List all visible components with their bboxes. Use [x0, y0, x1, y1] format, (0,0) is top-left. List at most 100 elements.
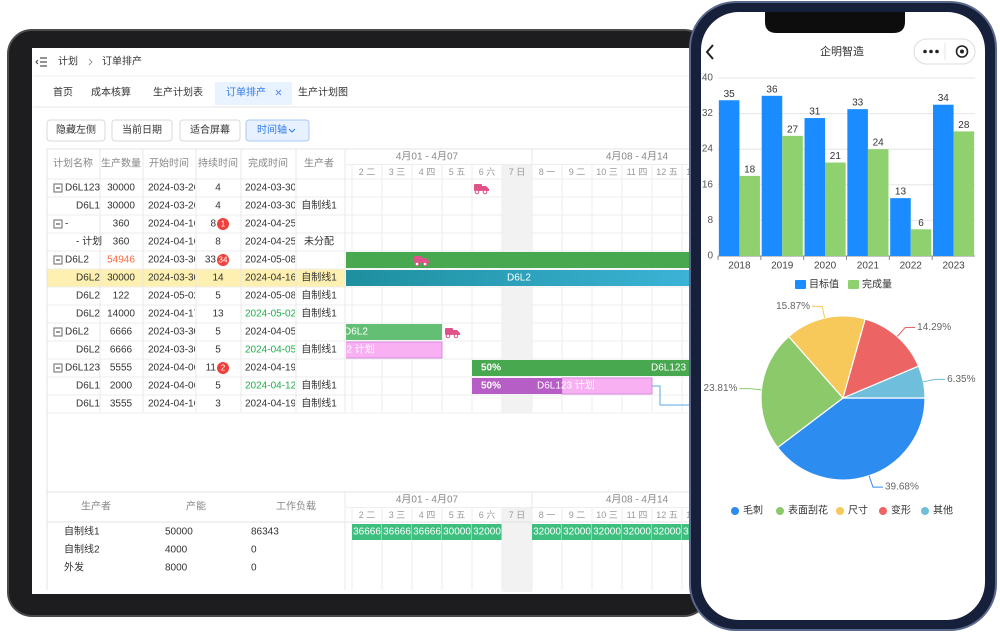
app-title: 企明智造	[820, 44, 864, 58]
y-tick-label: 16	[702, 179, 714, 190]
truck-icon	[482, 186, 489, 191]
truck-wheel	[422, 261, 428, 267]
day-label: 7 日	[509, 510, 526, 520]
day-label: 11 四	[627, 510, 648, 520]
truck-wheel	[445, 333, 451, 339]
toolbar-button[interactable]	[111, 119, 173, 142]
day-label: 6 六	[479, 166, 496, 177]
start-date: 2024-03-26	[148, 183, 200, 194]
badge	[217, 254, 229, 266]
x-tick-label: 2022	[900, 261, 923, 272]
duration: 8	[215, 237, 221, 248]
bar	[910, 229, 932, 256]
badge-count: 2	[221, 364, 226, 373]
column-header: 生产者	[304, 157, 334, 170]
duration: 4	[215, 201, 221, 212]
tab[interactable]: 生产计划表	[153, 86, 203, 99]
quantity: 6666	[110, 345, 133, 356]
duration: 4	[215, 183, 221, 194]
end-date: 2024-05-02	[245, 309, 297, 320]
legend-label[interactable]: 其他	[933, 504, 953, 517]
pie-slice	[776, 397, 926, 481]
load-value: 32000	[533, 527, 561, 538]
plan-name: D6L1	[76, 201, 100, 212]
end-date: 2024-04-12	[245, 381, 297, 392]
pie-slice	[787, 315, 866, 400]
tab[interactable]: 成本核算	[91, 86, 131, 99]
duration: 5	[215, 327, 221, 338]
toolbar-button[interactable]	[179, 119, 241, 142]
toolbar-button-label: 适合屏幕	[190, 123, 230, 136]
plan-name: - 计划	[76, 235, 102, 248]
back-button[interactable]	[705, 44, 714, 60]
duration: 33	[205, 255, 217, 266]
week-label: 4月01 - 4月07	[396, 151, 459, 163]
menu-icon[interactable]	[35, 57, 47, 67]
pie-value-label: 14.29%	[917, 322, 951, 333]
truck-icon	[422, 258, 429, 263]
end-date: 2024-05-08	[245, 255, 297, 266]
day-label: 12 五	[656, 167, 678, 177]
bar-value-label: 28	[958, 120, 970, 131]
resource-cell: 86343	[251, 527, 279, 538]
menu-dot	[935, 49, 939, 54]
start-date: 2024-04-06	[148, 381, 200, 392]
legend-label[interactable]: 毛刺	[743, 505, 763, 517]
load-value: 36666	[383, 527, 411, 538]
bar	[825, 162, 846, 256]
plan-name: D6L2	[76, 273, 100, 284]
end-date: 2024-03-30	[245, 201, 297, 212]
start-date: 2024-04-16	[148, 219, 200, 230]
tab[interactable]: 首页	[53, 86, 73, 99]
gantt-bar	[346, 324, 442, 340]
start-column: 2024-03-26 2024-03-26 2024-04-16 2024-04-16…	[148, 183, 200, 410]
resource-header: 产能	[186, 500, 206, 513]
plan-name: D6L123	[65, 183, 100, 194]
duration: 14	[212, 273, 224, 284]
end-date: 2024-04-19	[245, 399, 297, 410]
legend-label[interactable]: 完成量	[862, 278, 892, 291]
pie-value-label: 15.87%	[776, 301, 810, 312]
legend-label[interactable]: 变形	[891, 504, 911, 517]
pie-leader	[812, 305, 826, 319]
duration: 13	[212, 309, 224, 320]
load-cell	[592, 524, 622, 540]
close-icon-dot	[960, 49, 964, 54]
legend-dot	[921, 507, 929, 515]
resource-header: 生产者	[81, 500, 111, 513]
bar	[890, 198, 911, 256]
tab[interactable]: 生产计划图	[298, 86, 348, 99]
gantt-bar-label: D6L2	[344, 327, 368, 338]
column-header: 完成时间	[248, 157, 288, 170]
gantt-bar-label: D6L123	[651, 363, 686, 374]
plan-name: D6L1	[76, 381, 100, 392]
resource-cell: 50000	[165, 527, 193, 538]
gantt-bar-label: D6L2 计划	[328, 343, 375, 356]
legend-label[interactable]: 尺寸	[848, 504, 868, 517]
day-label: 10 三	[596, 167, 618, 177]
legend-label[interactable]: 表面刮花	[788, 504, 828, 517]
day-label: 10 三	[596, 510, 618, 520]
day-label: 8 一	[539, 510, 556, 520]
day-label: 13 六	[686, 509, 708, 520]
active-tab-bg	[215, 82, 292, 105]
x-tick-label: 2023	[942, 261, 965, 272]
toolbar-button[interactable]	[46, 119, 106, 142]
toolbar-button[interactable]	[245, 119, 310, 142]
badge-count: 1	[221, 220, 226, 229]
tab-close[interactable]	[275, 89, 282, 96]
quantity: 3555	[110, 399, 133, 410]
tab[interactable]: 订单排产	[226, 86, 266, 99]
legend-label[interactable]: 目标值	[809, 278, 839, 291]
legend-swatch	[795, 280, 806, 289]
y-tick-label: 32	[702, 108, 714, 119]
gantt-bar-label: 50%	[481, 381, 501, 392]
legend-dot	[731, 507, 739, 515]
x-tick-label: 2018	[728, 261, 751, 272]
bar-value-label: 27	[787, 124, 799, 135]
day-label: 9 二	[569, 167, 586, 177]
bar	[847, 109, 868, 257]
duration: 3	[215, 399, 221, 410]
bar	[804, 118, 826, 256]
start-date: 2024-04-16	[148, 399, 200, 410]
